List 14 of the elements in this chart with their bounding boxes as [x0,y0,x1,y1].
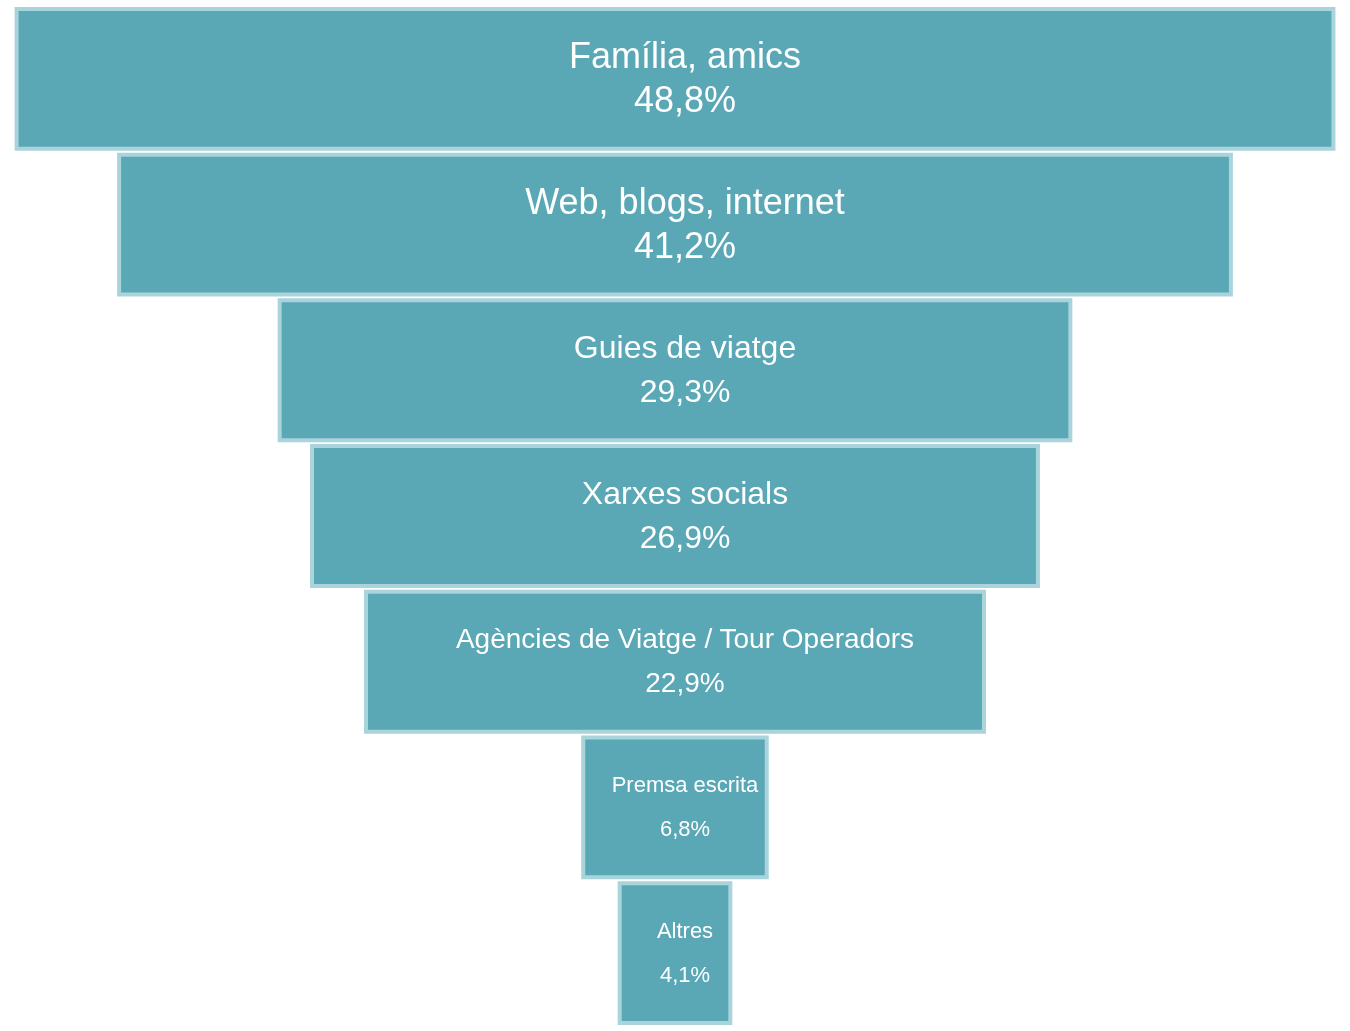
category-label: Web, blogs, internet [525,180,845,222]
data-label: 4,1% [659,962,711,988]
data-label: 48,8% [633,78,737,120]
data-label: 41,2% [633,224,737,266]
category-label: Agències de Viatge / Tour Operadors [455,622,915,654]
category-label: Premsa escrita [611,772,760,798]
category-label: Xarxes socials [581,475,789,511]
category-label: Família, amics [568,34,802,76]
data-label: 6,8% [659,816,711,842]
category-label: Guies de viatge [573,329,797,366]
category-label: Altres [656,918,714,944]
data-label: 26,9% [639,519,731,555]
data-label: 22,9% [645,666,725,698]
data-label: 29,3% [639,373,731,410]
